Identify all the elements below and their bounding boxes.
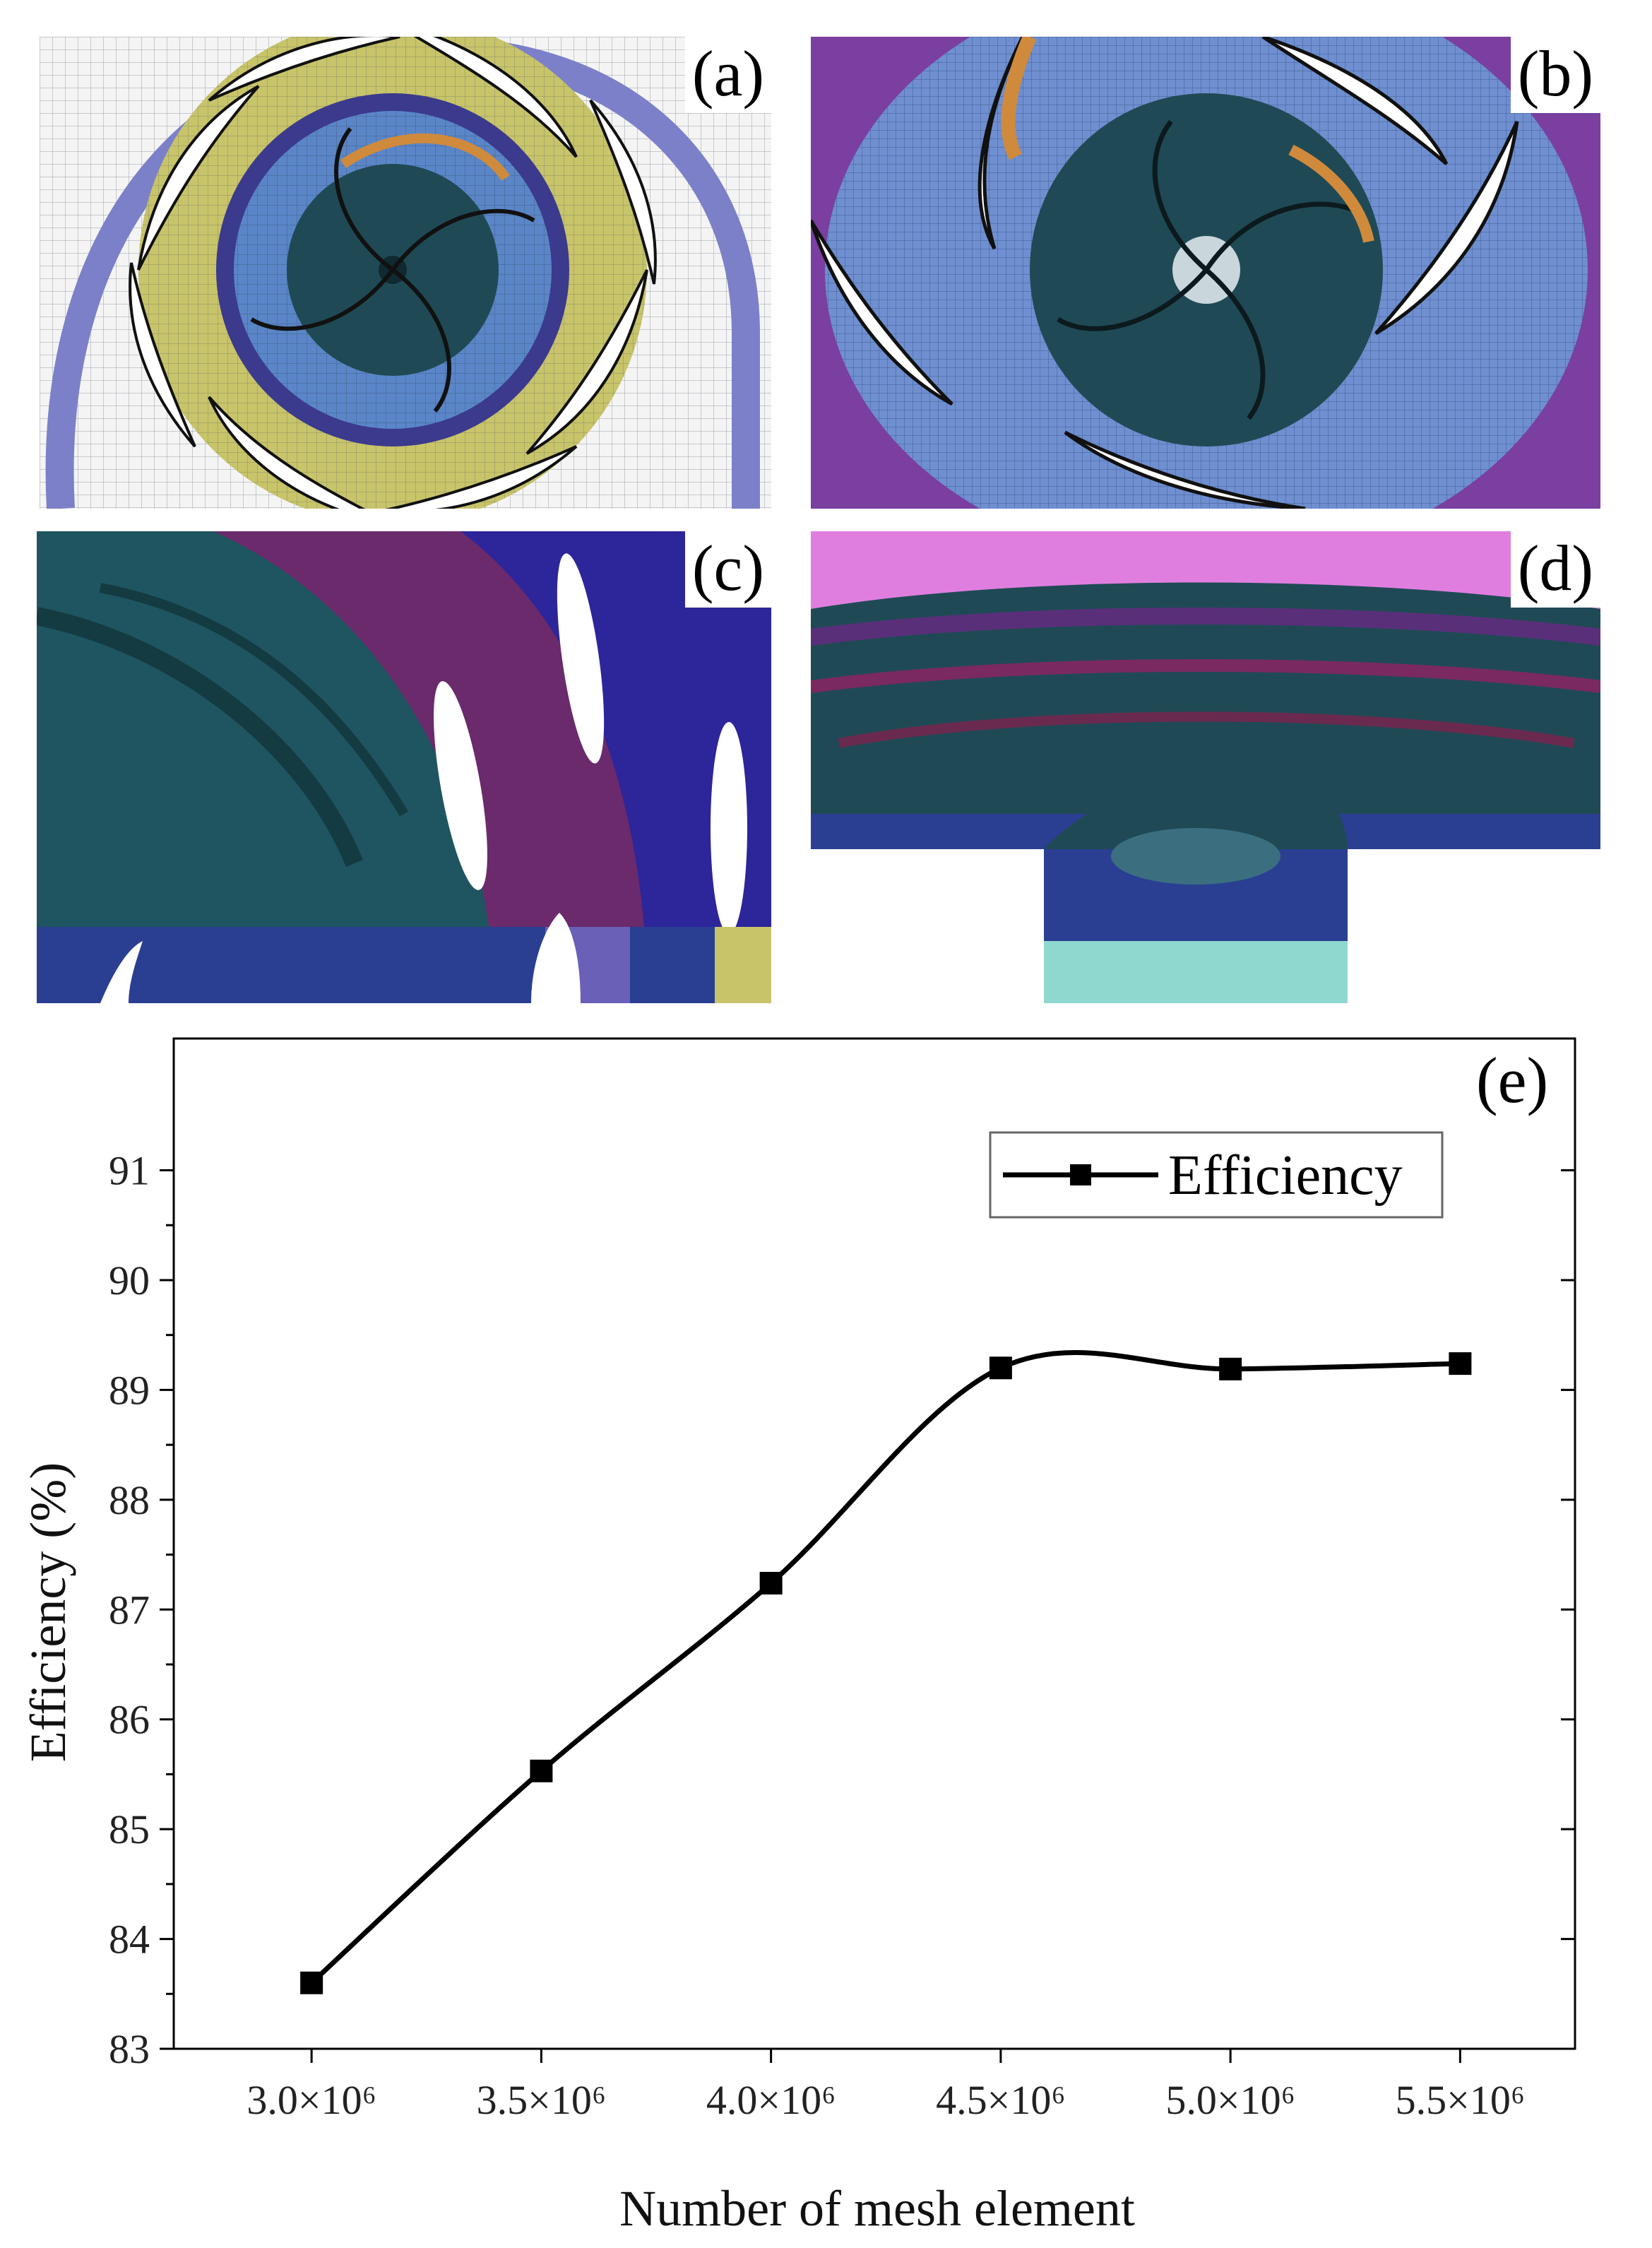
data-point-marker bbox=[759, 1571, 783, 1595]
x-axis-title: Number of mesh element bbox=[619, 2180, 1135, 2237]
series-line-efficiency bbox=[309, 1349, 1461, 1985]
y-tick-label: 87 bbox=[109, 1587, 150, 1633]
panel-d-label: (d) bbox=[1510, 531, 1600, 608]
x-axis: 3.0×10⁶ 3.5×10⁶ 4.0×10⁶ 4.5×10⁶ 5.0×10⁶ 5.5×1… bbox=[246, 2049, 1525, 2123]
x-tick-label: 4.0×10⁶ bbox=[706, 2077, 836, 2123]
data-point-marker bbox=[1219, 1357, 1242, 1380]
data-point-marker bbox=[1449, 1352, 1472, 1376]
legend-marker-sample bbox=[1070, 1164, 1091, 1185]
panel-a-label: (a) bbox=[684, 37, 771, 113]
legend: Efficiency bbox=[989, 1131, 1444, 1219]
legend-entry-efficiency: Efficiency bbox=[1168, 1144, 1403, 1207]
x-tick-label: 3.0×10⁶ bbox=[246, 2077, 376, 2123]
panel-e-label: (e) bbox=[1476, 1044, 1548, 1116]
impeller-mesh-top-view bbox=[40, 37, 771, 509]
plot-area-frame bbox=[172, 1037, 1576, 2050]
y-tick-label: 89 bbox=[109, 1367, 150, 1413]
panel-b-label: (b) bbox=[1510, 37, 1600, 113]
y-tick-label: 88 bbox=[109, 1477, 150, 1523]
panel-b-mesh-image: (b) bbox=[811, 37, 1600, 509]
y-tick-label: 83 bbox=[109, 2026, 150, 2072]
x-tick-label: 4.5×10⁶ bbox=[936, 2077, 1065, 2123]
panel-c-mesh-image: (c) bbox=[37, 531, 771, 1003]
blade-mesh-closeup bbox=[37, 531, 771, 1003]
y-tick-label: 84 bbox=[109, 1917, 150, 1963]
efficiency-chart: 83 84 85 86 87 88 89 90 91 3.0×10⁶ 3.5×10⁶ 4.0×10⁶… bbox=[20, 1037, 1576, 2237]
data-point-marker bbox=[989, 1356, 1012, 1380]
panel-a-mesh-image: (a) bbox=[40, 37, 771, 509]
panel-c-label: (c) bbox=[684, 531, 771, 608]
panel-d-mesh-image: (d) bbox=[811, 531, 1600, 1003]
y-tick-label: 91 bbox=[109, 1148, 150, 1194]
x-tick-label: 5.5×10⁶ bbox=[1396, 2077, 1525, 2123]
data-point-marker bbox=[530, 1759, 553, 1782]
y-tick-label: 85 bbox=[109, 1806, 150, 1852]
x-tick-label: 3.5×10⁶ bbox=[477, 2077, 606, 2123]
impeller-mesh-zoom-view bbox=[811, 37, 1600, 509]
y-tick-label: 90 bbox=[109, 1258, 150, 1303]
impeller-mesh-side-view bbox=[811, 531, 1600, 1003]
y-axis-title: Efficiency (%) bbox=[20, 1462, 76, 1762]
y-tick-label: 86 bbox=[109, 1697, 150, 1743]
y-axis: 83 84 85 86 87 88 89 90 91 bbox=[109, 1148, 1575, 2072]
x-tick-label: 5.0×10⁶ bbox=[1165, 2077, 1295, 2123]
data-point-marker bbox=[300, 1971, 323, 1994]
series-markers-efficiency bbox=[300, 1352, 1472, 1994]
